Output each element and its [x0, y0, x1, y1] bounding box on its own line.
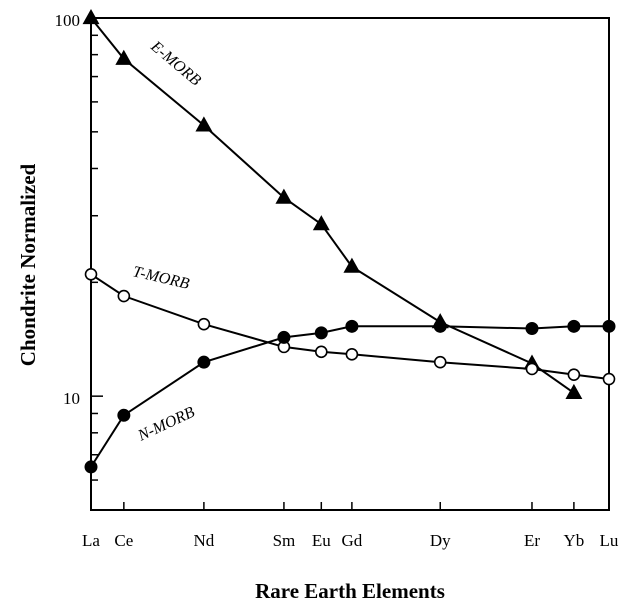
- series-markers: [82, 8, 616, 474]
- marker-t-morb-dy: [433, 355, 447, 369]
- marker-e-morb-ce: [115, 49, 133, 65]
- marker-t-morb-eu: [315, 345, 328, 359]
- x-tick-label-nd: Nd: [193, 531, 214, 550]
- series-label-t-morb: T-MORB: [131, 263, 191, 293]
- series-line-t-morb: [90, 273, 610, 380]
- marker-n-morb-er: [525, 321, 539, 335]
- marker-t-morb-er: [525, 362, 539, 376]
- marker-e-morb-yb: [565, 383, 583, 399]
- marker-n-morb-la: [84, 460, 98, 474]
- x-tick-label-lu: Lu: [600, 531, 619, 550]
- marker-t-morb-yb: [567, 368, 581, 381]
- x-tick-label-yb: Yb: [563, 531, 584, 550]
- marker-n-morb-nd: [197, 355, 211, 369]
- x-tick-label-ce: Ce: [114, 531, 133, 550]
- x-axis-ticks: La Ce Nd Sm Eu Gd Dy Er Yb Lu: [82, 502, 619, 550]
- y-axis-ticks: [91, 17, 103, 511]
- x-tick-label-sm: Sm: [273, 531, 296, 550]
- series-label-n-morb: N-MORB: [135, 404, 198, 445]
- x-tick-label-dy: Dy: [430, 531, 451, 550]
- marker-t-morb-ce: [117, 289, 131, 303]
- marker-n-morb-yb: [567, 319, 581, 333]
- marker-n-morb-sm: [277, 330, 291, 344]
- x-tick-label-er: Er: [524, 531, 540, 550]
- x-axis-title: Rare Earth Elements: [255, 579, 445, 603]
- marker-n-morb-gd: [345, 319, 359, 333]
- marker-t-morb-gd: [345, 348, 359, 361]
- marker-n-morb-ce: [117, 408, 131, 422]
- marker-e-morb-gd: [343, 257, 361, 273]
- x-tick-label-gd: Gd: [341, 531, 362, 550]
- y-tick-label-100: 100: [55, 11, 81, 30]
- marker-n-morb-lu: [602, 319, 616, 333]
- x-tick-label-eu: Eu: [312, 531, 331, 550]
- y-axis-title: Chondrite Normalized: [16, 163, 40, 366]
- y-tick-label-10: 10: [63, 389, 80, 408]
- series-line-n-morb: [90, 325, 609, 468]
- series-line-e-morb: [90, 17, 575, 394]
- plot-frame: [90, 17, 610, 511]
- marker-t-morb-la: [84, 268, 98, 281]
- x-tick-label-la: La: [82, 531, 100, 550]
- marker-t-morb-lu: [602, 372, 616, 386]
- series-label-e-morb: E-MORB: [147, 37, 204, 89]
- marker-e-morb-sm: [275, 188, 293, 204]
- marker-e-morb-eu: [312, 215, 330, 231]
- marker-e-morb-la: [82, 8, 100, 25]
- marker-t-morb-nd: [197, 317, 211, 331]
- series-lines: [90, 17, 610, 468]
- marker-n-morb-eu: [314, 326, 328, 340]
- marker-e-morb-nd: [195, 116, 213, 132]
- marker-n-morb-dy: [433, 319, 447, 333]
